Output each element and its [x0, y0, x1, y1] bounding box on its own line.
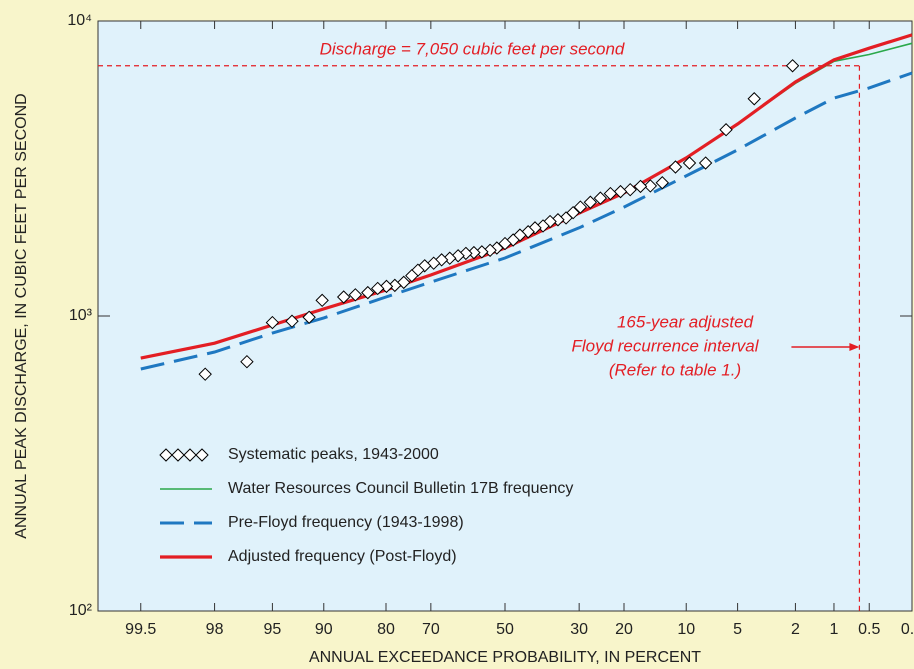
marker: [405, 268, 419, 283]
series-line: [140, 71, 913, 371]
x-tick-label: 20: [615, 621, 633, 638]
marker: [475, 245, 489, 259]
x-tick-label: 50: [496, 621, 514, 638]
marker: [719, 123, 733, 137]
recurrence-annotation: 165-year adjusted: [617, 312, 754, 331]
x-tick-label: 5: [733, 621, 742, 638]
x-tick-label: 0.2: [901, 621, 914, 638]
x-tick-label: 70: [422, 621, 440, 638]
legend-label: Adjusted frequency (Post-Floyd): [228, 548, 457, 565]
marker: [573, 200, 588, 214]
recurrence-annotation: Floyd recurrence interval: [571, 336, 759, 355]
marker: [198, 367, 212, 381]
legend-marker: [195, 448, 209, 462]
x-tick-label: 80: [377, 621, 395, 638]
marker: [240, 354, 254, 369]
marker: [265, 315, 280, 330]
marker: [593, 191, 608, 205]
legend-label: Water Resources Council Bulletin 17B fre…: [228, 480, 573, 497]
legend-marker: [171, 448, 185, 462]
marker: [336, 290, 351, 304]
marker: [315, 293, 329, 308]
x-tick-label: 99.5: [125, 621, 156, 638]
marker: [348, 288, 363, 302]
arrow-head: [849, 343, 860, 351]
marker: [682, 156, 697, 170]
marker: [643, 179, 658, 193]
x-tick-label: 2: [791, 621, 800, 638]
recurrence-annotation: (Refer to table 1.): [609, 360, 741, 379]
plot-area: [97, 20, 913, 612]
y-axis-label: ANNUAL PEAK DISCHARGE, IN CUBIC FEET PER…: [13, 93, 30, 538]
marker: [747, 92, 761, 106]
marker: [623, 182, 637, 197]
legend-label: Pre-Floyd frequency (1943-1998): [228, 514, 464, 531]
marker: [603, 186, 618, 201]
marker: [370, 281, 385, 296]
marker: [633, 179, 648, 194]
x-tick-label: 90: [315, 621, 333, 638]
discharge-annotation: Discharge = 7,050 cubic feet per second: [320, 39, 625, 58]
x-tick-label: 30: [570, 621, 588, 638]
legend-marker: [183, 448, 197, 462]
marker: [506, 233, 520, 247]
marker: [361, 285, 375, 300]
marker: [785, 59, 800, 73]
x-tick-label: 10: [677, 621, 695, 638]
x-tick-label: 98: [206, 621, 224, 638]
legend-marker: [159, 448, 173, 462]
y-tick-label: 10⁴: [67, 12, 92, 29]
marker: [583, 195, 598, 209]
marker: [302, 310, 316, 324]
x-tick-label: 0.5: [858, 621, 880, 638]
x-tick-label: 95: [264, 621, 282, 638]
marker: [388, 278, 402, 293]
marker: [655, 176, 670, 190]
x-axis-label: ANNUAL EXCEEDANCE PROBABILITY, IN PERCEN…: [309, 649, 701, 666]
y-tick-label: 10³: [69, 307, 93, 324]
marker: [285, 314, 299, 328]
legend-label: Systematic peaks, 1943-2000: [228, 446, 439, 463]
y-tick-label: 10²: [69, 602, 93, 619]
marker: [668, 160, 683, 174]
x-tick-label: 1: [830, 621, 839, 638]
marker: [613, 184, 628, 199]
marker: [379, 279, 394, 294]
marker: [698, 156, 713, 170]
marker: [467, 245, 481, 260]
